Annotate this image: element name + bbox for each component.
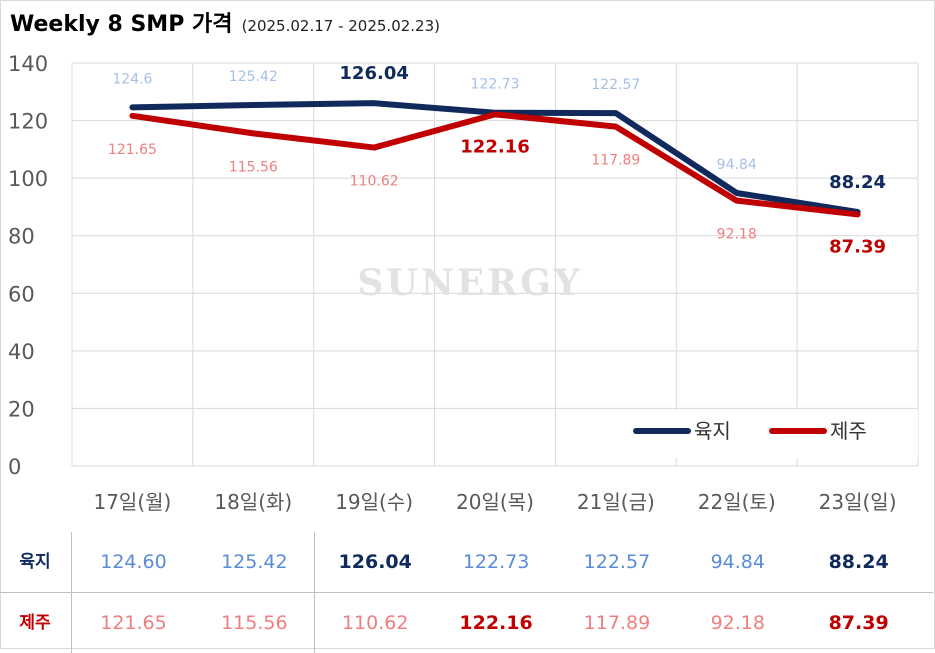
chart-subtitle: (2025.02.17 - 2025.02.23)	[241, 17, 440, 35]
table-row-jeju: 제주 121.65 115.56 110.62 122.16 117.89 92.18 87…	[0, 593, 933, 653]
y-tick-label: 140	[8, 52, 48, 76]
grid-lines	[71, 62, 919, 467]
table-cell: 92.18	[710, 612, 765, 634]
x-tick-label: 17일(월)	[93, 490, 171, 514]
table-cell: 122.73	[462, 551, 530, 573]
data-label-jeju: 92.18	[717, 227, 757, 243]
table-cell: 117.89	[583, 612, 651, 634]
data-label-jeju: 87.39	[829, 236, 886, 257]
table-row-label: 제주	[19, 613, 51, 633]
data-label-land: 122.57	[591, 77, 640, 93]
series-lines	[129, 100, 861, 218]
legend-label-land: 육지	[694, 419, 731, 443]
data-labels: 124.6 125.42 126.04 122.73 122.57 94.84 88.24 1…	[108, 63, 886, 257]
table-cell: 124.60	[100, 551, 167, 573]
data-label-land: 94.84	[717, 157, 757, 173]
y-tick-label: 80	[8, 225, 35, 249]
data-label-land: 126.04	[339, 63, 408, 84]
y-tick-label: 60	[8, 282, 35, 306]
series-line-jeju	[129, 111, 861, 218]
table-cell: 122.57	[583, 551, 651, 573]
table-highlight-divider	[314, 532, 315, 653]
line-chart: 0 20 40 60 80 100 120 140 17일(월) 18일(화) 19일(수) 20일…	[8, 52, 919, 514]
x-axis-ticks: 17일(월) 18일(화) 19일(수) 20일(목) 21일(금) 22일(토) 23일(…	[93, 490, 896, 514]
y-tick-label: 40	[8, 340, 35, 364]
x-tick-label: 20일(목)	[456, 490, 534, 514]
table-row-label: 육지	[19, 552, 51, 572]
legend-label-jeju: 제주	[830, 419, 867, 443]
watermark: SUNERGY	[357, 262, 583, 304]
data-label-jeju: 115.56	[229, 159, 278, 175]
y-tick-label: 20	[8, 397, 35, 421]
table-row-land: 육지 124.60 125.42 126.04 122.73 122.57 94.84 88…	[0, 532, 933, 592]
table-cell: 110.62	[341, 612, 409, 634]
data-label-jeju: 121.65	[108, 142, 157, 158]
y-tick-label: 0	[8, 455, 21, 479]
data-label-land: 88.24	[829, 172, 886, 193]
data-label-land: 122.73	[471, 77, 520, 93]
title-block: Weekly 8 SMP 가격 (2025.02.17 - 2025.02.23…	[10, 6, 440, 38]
legend: 육지 제주	[606, 410, 918, 458]
table-cell: 121.65	[100, 612, 167, 634]
table-cell: 126.04	[338, 551, 412, 573]
x-tick-label: 18일(화)	[214, 490, 292, 514]
table-row-divider	[0, 592, 933, 593]
data-label-jeju: 117.89	[591, 153, 640, 169]
y-axis-ticks: 0 20 40 60 80 100 120 140	[8, 52, 48, 479]
table-cell: 125.42	[221, 551, 288, 573]
x-tick-label: 22일(토)	[698, 490, 776, 514]
chart-title: Weekly 8 SMP 가격	[10, 12, 233, 37]
table-cell: 94.84	[710, 551, 765, 573]
x-tick-label: 21일(금)	[577, 490, 655, 514]
table-cell: 115.56	[221, 612, 288, 634]
table-header-divider	[71, 532, 72, 653]
data-label-land: 124.6	[112, 71, 152, 87]
data-label-land: 125.42	[229, 69, 278, 85]
data-label-jeju: 110.62	[350, 174, 399, 190]
x-tick-label: 23일(일)	[819, 490, 897, 514]
table-cell: 122.16	[459, 612, 533, 634]
x-tick-label: 19일(수)	[335, 490, 413, 514]
table-cell: 88.24	[828, 551, 889, 573]
data-label-jeju: 122.16	[460, 136, 529, 157]
y-tick-label: 100	[8, 167, 48, 191]
y-tick-label: 120	[8, 110, 48, 134]
table-cell: 87.39	[828, 612, 889, 634]
